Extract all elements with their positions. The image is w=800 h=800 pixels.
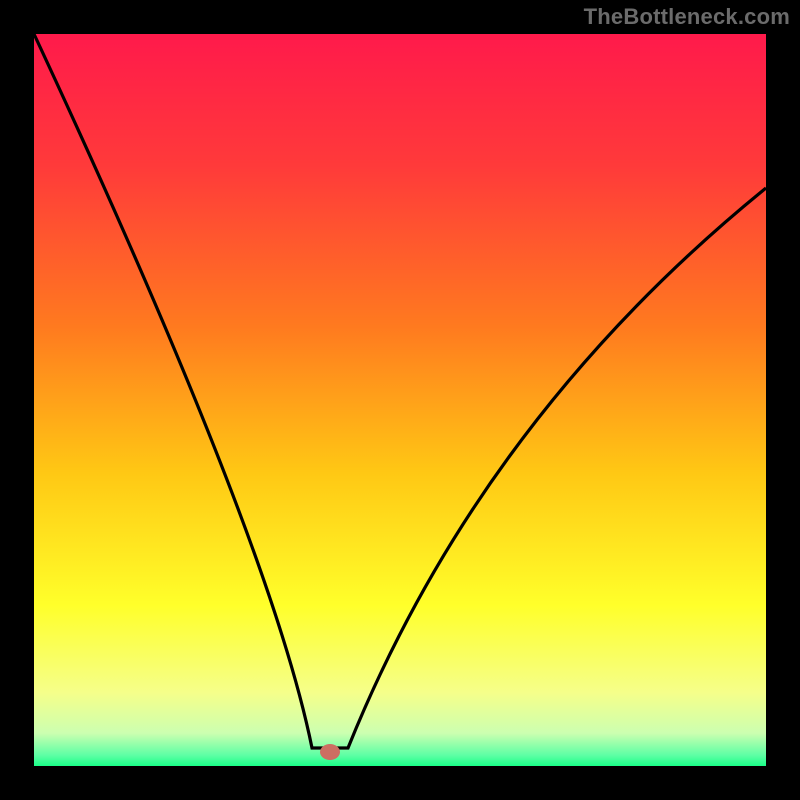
watermark-text: TheBottleneck.com [584,4,790,30]
bottleneck-chart [0,0,800,800]
plot-area [34,34,766,766]
optimal-marker [320,744,340,760]
chart-frame: TheBottleneck.com [0,0,800,800]
